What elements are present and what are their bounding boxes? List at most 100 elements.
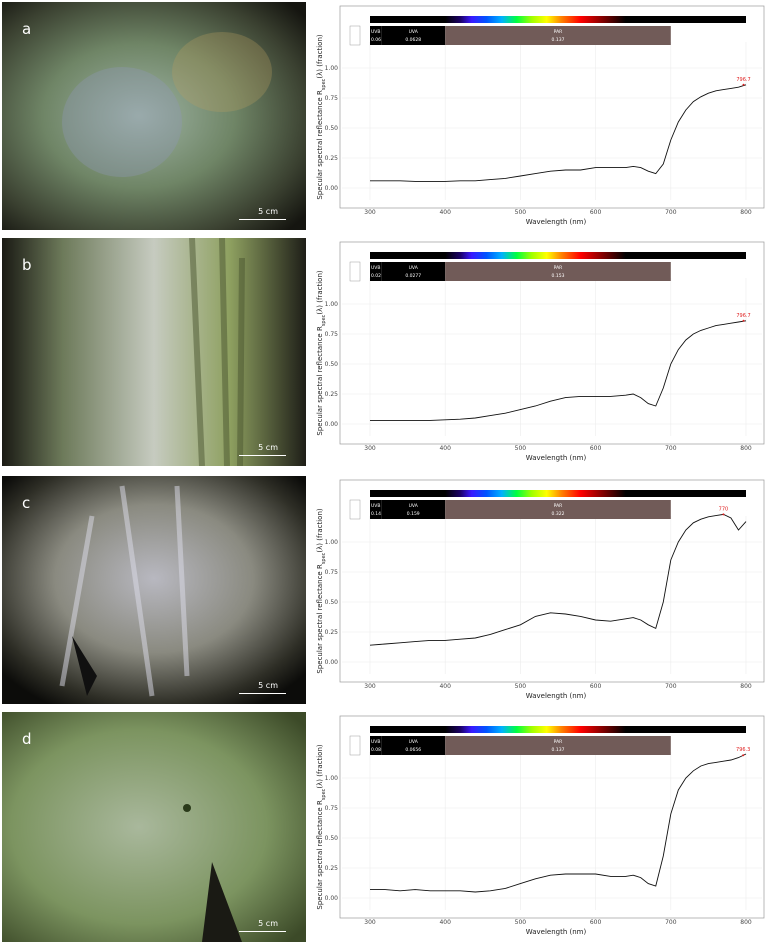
series-line bbox=[370, 320, 747, 421]
y-tick-label: 0.25 bbox=[325, 629, 339, 636]
y-tick-label: 0.75 bbox=[325, 569, 339, 576]
band-name: UVB bbox=[371, 503, 380, 509]
spectrum-bar bbox=[370, 726, 746, 733]
band-value: 0.153 bbox=[552, 273, 565, 279]
y-tick-label: 0.50 bbox=[325, 125, 339, 132]
peak-label: 796.3 bbox=[736, 747, 750, 753]
band-legend-key bbox=[349, 499, 361, 520]
y-ticks: 0.00 0.25 0.50 0.75 1.00 bbox=[325, 301, 339, 428]
band-value: 0.144 bbox=[371, 511, 384, 517]
band-value: 0.062 bbox=[371, 37, 384, 43]
band-name: UVB bbox=[371, 29, 380, 35]
band-uva: UVA 0.159 bbox=[381, 500, 446, 519]
x-tick-label: 500 bbox=[515, 683, 527, 690]
x-ticks: 300 400 500 600 700 800 bbox=[364, 445, 752, 452]
scale-bar bbox=[239, 218, 286, 220]
y-tick-label: 1.00 bbox=[325, 301, 339, 308]
band-value: 0.0277 bbox=[405, 273, 421, 279]
spectrum-bar bbox=[370, 490, 746, 497]
x-tick-label: 300 bbox=[364, 445, 376, 452]
band-uva: UVA 0.0277 bbox=[381, 262, 446, 281]
peak-label: 796.7 bbox=[736, 313, 750, 319]
y-tick-label: 0.75 bbox=[325, 95, 339, 102]
y-tick-label: 0.25 bbox=[325, 155, 339, 162]
band-value: 0.137 bbox=[552, 747, 565, 753]
band-value: 0.322 bbox=[552, 511, 565, 517]
band-par: PAR 0.137 bbox=[445, 736, 671, 755]
band-name: PAR bbox=[554, 265, 563, 271]
band-boxes: UVB 0.062 UVA 0.0628 PAR 0.137 bbox=[370, 26, 671, 45]
band-box bbox=[370, 262, 382, 281]
x-axis-label: Wavelength (nm) bbox=[526, 218, 587, 226]
chart-svg: UVB 0.062 UVA 0.0628 PAR 0.137 0.00 0.25 0.50 0.7… bbox=[316, 5, 765, 226]
band-name: PAR bbox=[554, 503, 563, 509]
band-name: UVA bbox=[409, 29, 419, 35]
x-tick-label: 800 bbox=[740, 445, 752, 452]
series-line bbox=[370, 753, 747, 893]
spectrum-bar bbox=[370, 16, 746, 23]
peak-marker bbox=[722, 513, 725, 516]
band-value: 0.0628 bbox=[405, 37, 421, 43]
band-value: 0.137 bbox=[552, 37, 565, 43]
y-axis-label: Specular spectral reflectance Rspec(λ) (… bbox=[316, 34, 327, 200]
band-value: 0.0286 bbox=[371, 273, 387, 279]
peak-marker bbox=[742, 754, 745, 757]
x-tick-label: 400 bbox=[439, 919, 451, 926]
x-axis-label: Wavelength (nm) bbox=[526, 692, 587, 700]
band-box bbox=[370, 26, 382, 45]
x-tick-label: 700 bbox=[665, 919, 677, 926]
grid bbox=[342, 278, 762, 436]
panel-letter: d bbox=[22, 730, 32, 748]
band-box bbox=[445, 26, 671, 45]
x-tick-label: 700 bbox=[665, 209, 677, 216]
y-tick-label: 0.50 bbox=[325, 599, 339, 606]
y-tick-label: 1.00 bbox=[325, 65, 339, 72]
x-tick-label: 300 bbox=[364, 683, 376, 690]
photo-panel-b: b 5 cm bbox=[2, 238, 306, 466]
x-tick-label: 400 bbox=[439, 445, 451, 452]
reflectance-chart-b: UVB 0.0286 UVA 0.0277 PAR 0.153 0.00 0.25 0.50 0.… bbox=[312, 238, 768, 468]
x-tick-label: 800 bbox=[740, 919, 752, 926]
band-name: UVB bbox=[371, 739, 380, 745]
x-ticks: 300 400 500 600 700 800 bbox=[364, 683, 752, 690]
y-tick-label: 0.25 bbox=[325, 391, 339, 398]
scale-bar bbox=[239, 454, 286, 456]
scale-label: 5 cm bbox=[258, 207, 278, 216]
band-box bbox=[381, 500, 446, 519]
y-axis-label: Specular spectral reflectance Rspec(λ) (… bbox=[316, 270, 327, 436]
band-box bbox=[381, 736, 446, 755]
scale-label: 5 cm bbox=[258, 681, 278, 690]
y-ticks: 0.00 0.25 0.50 0.75 1.00 bbox=[325, 65, 339, 192]
band-uvb: UVB 0.0803 bbox=[370, 736, 387, 755]
peak-label: 796.7 bbox=[736, 77, 750, 83]
peak-label: 770 bbox=[719, 506, 729, 512]
x-tick-label: 400 bbox=[439, 209, 451, 216]
reflectance-chart-a: UVB 0.062 UVA 0.0628 PAR 0.137 0.00 0.25 0.50 0.7… bbox=[312, 2, 768, 232]
reflectance-chart-c: UVB 0.144 UVA 0.159 PAR 0.322 0.00 0.25 0.50 0.75… bbox=[312, 476, 768, 706]
peak-marker bbox=[742, 319, 745, 322]
y-tick-label: 1.00 bbox=[325, 539, 339, 546]
y-tick-label: 0.00 bbox=[325, 185, 339, 192]
band-boxes: UVB 0.0803 UVA 0.0656 PAR 0.137 bbox=[370, 736, 671, 755]
panel-letter: c bbox=[22, 494, 31, 512]
x-tick-label: 700 bbox=[665, 683, 677, 690]
band-legend-key bbox=[349, 25, 361, 46]
band-legend-key bbox=[349, 735, 361, 756]
y-axis-label: Specular spectral reflectance Rspec(λ) (… bbox=[316, 508, 327, 674]
peak-marker bbox=[742, 83, 745, 86]
panel-letter: a bbox=[22, 20, 32, 38]
x-ticks: 300 400 500 600 700 800 bbox=[364, 209, 752, 216]
band-par: PAR 0.322 bbox=[445, 500, 671, 519]
grid bbox=[342, 516, 762, 674]
y-tick-label: 0.00 bbox=[325, 421, 339, 428]
spectrum-bar bbox=[370, 252, 746, 259]
reflectance-chart-d: UVB 0.0803 UVA 0.0656 PAR 0.137 0.00 0.25 0.50 0.… bbox=[312, 712, 768, 942]
band-par: PAR 0.137 bbox=[445, 26, 671, 45]
band-name: UVB bbox=[371, 265, 380, 271]
y-tick-label: 0.50 bbox=[325, 835, 339, 842]
y-tick-label: 0.50 bbox=[325, 361, 339, 368]
band-boxes: UVB 0.144 UVA 0.159 PAR 0.322 bbox=[370, 500, 671, 519]
scale-bar bbox=[239, 930, 286, 932]
series-line bbox=[369, 513, 747, 646]
